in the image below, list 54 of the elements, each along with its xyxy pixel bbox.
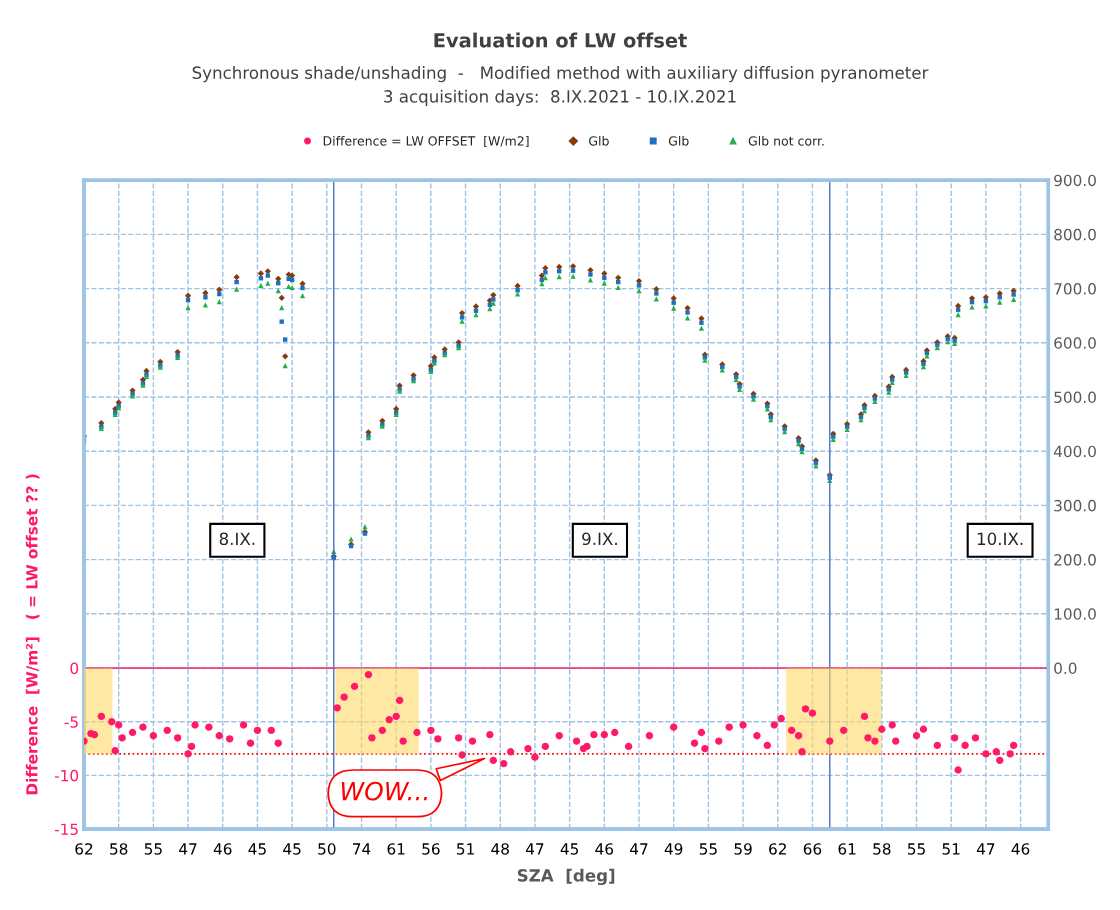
x-tick-label: 62 [75, 843, 93, 855]
y2-tick-label: 800.0 [1054, 228, 1096, 241]
x-tick-label: 46 [1011, 843, 1030, 855]
x-tick-label: 51 [942, 843, 960, 855]
legend-label: Glb [589, 135, 609, 146]
y2-tick-label: 300.0 [1054, 499, 1096, 512]
x-tick-label: 66 [803, 843, 822, 855]
x-tick-label: 55 [907, 843, 925, 855]
annotation: 9.IX. [582, 532, 617, 546]
y2-tick-label: 200.0 [1054, 554, 1096, 566]
y2-tick-label: 600.0 [1054, 337, 1096, 349]
annotation: WOW... [341, 781, 428, 801]
x-tick-label: 47 [179, 843, 197, 855]
legend-label: Glb [668, 135, 689, 146]
y2-tick-label: 400.0 [1053, 445, 1096, 458]
chart-subtitle: Synchronous shade/unshading - Modified method with auxiliary diffusion pyranometer 3 acquisition days: 8.IX.2021 - 10.IX.2021 [192, 66, 929, 106]
x-tick-label: 45 [560, 843, 579, 855]
x-tick-label: 46 [595, 843, 614, 855]
legend-label: Glb not corr. [748, 135, 824, 146]
legend-label: Difference = LW OFFSET [W/m2] [323, 135, 529, 148]
x-tick-label: 58 [873, 843, 891, 855]
x-tick-label: 55 [699, 843, 717, 855]
y-tick-label: -10 [54, 769, 79, 782]
annotation: 8.IX. [219, 532, 255, 546]
x-tick-label: 48 [491, 843, 509, 855]
x-tick-label: 49 [664, 843, 683, 855]
x-tick-label: 74 [353, 843, 371, 855]
y-axis-title: Difference [W/m²] ( = LW offset ?? ) [25, 474, 40, 795]
x-tick-label: 47 [525, 843, 544, 855]
y2-tick-label: 100.0 [1054, 608, 1096, 620]
y2-tick-label: 0.0 [1054, 662, 1077, 675]
y2-tick-label: 500.0 [1054, 391, 1096, 404]
y2-tick-label: 900.0 [1054, 174, 1096, 187]
y-tick-label: 0 [70, 662, 79, 675]
x-tick-label: 47 [630, 843, 648, 855]
x-tick-label: 50 [318, 843, 336, 855]
x-tick-label: 51 [457, 843, 474, 855]
y-tick-label: -5 [64, 716, 78, 728]
x-tick-label: 58 [110, 843, 128, 855]
x-tick-label: 61 [838, 843, 856, 855]
annotation: 10.IX. [977, 532, 1023, 546]
x-tick-label: 45 [248, 843, 266, 855]
x-tick-label: 47 [976, 843, 995, 855]
chart-title: Evaluation of LW offset [434, 32, 687, 48]
x-tick-label: 56 [422, 843, 440, 855]
y-tick-label: -15 [54, 823, 78, 836]
x-axis-title: SZA [deg] [517, 868, 615, 886]
y2-tick-label: 700.0 [1054, 283, 1096, 295]
x-tick-label: 46 [213, 843, 232, 855]
x-tick-label: 45 [283, 843, 301, 855]
x-tick-label: 62 [769, 843, 786, 855]
x-tick-label: 61 [387, 843, 405, 855]
x-tick-label: 59 [734, 843, 752, 855]
x-tick-label: 55 [144, 843, 162, 855]
